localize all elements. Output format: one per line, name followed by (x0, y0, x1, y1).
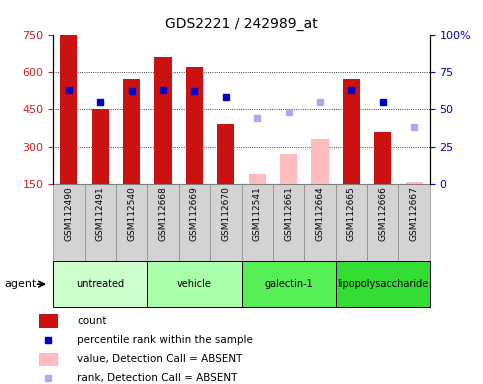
Bar (39, 353, 58, 366)
Text: GSM112664: GSM112664 (315, 187, 325, 242)
Bar (374, 132, 391, 184)
FancyBboxPatch shape (304, 184, 336, 261)
FancyBboxPatch shape (53, 261, 147, 307)
Text: GSM112490: GSM112490 (64, 187, 73, 242)
Text: percentile rank within the sample: percentile rank within the sample (77, 335, 253, 345)
Text: vehicle: vehicle (177, 279, 212, 289)
Text: GSM112666: GSM112666 (378, 187, 387, 242)
Text: GDS2221 / 242989_at: GDS2221 / 242989_at (165, 17, 318, 31)
Bar (249, 174, 266, 184)
Bar (186, 67, 203, 184)
Text: galectin-1: galectin-1 (264, 279, 313, 289)
FancyBboxPatch shape (147, 184, 179, 261)
FancyBboxPatch shape (147, 261, 242, 307)
Text: GSM112541: GSM112541 (253, 187, 262, 242)
FancyBboxPatch shape (336, 184, 367, 261)
Text: agent: agent (5, 279, 37, 289)
Text: GSM112661: GSM112661 (284, 187, 293, 242)
Text: rank, Detection Call = ABSENT: rank, Detection Call = ABSENT (77, 373, 238, 383)
FancyBboxPatch shape (367, 184, 398, 261)
FancyBboxPatch shape (242, 184, 273, 261)
Bar (155, 57, 171, 184)
Text: GSM112491: GSM112491 (96, 187, 105, 242)
Bar (343, 79, 360, 184)
Text: value, Detection Call = ABSENT: value, Detection Call = ABSENT (77, 354, 242, 364)
Bar (280, 154, 297, 184)
Bar (123, 79, 140, 184)
FancyBboxPatch shape (242, 261, 336, 307)
Text: GSM112670: GSM112670 (221, 187, 230, 242)
FancyBboxPatch shape (179, 184, 210, 261)
Text: GSM112669: GSM112669 (190, 187, 199, 242)
Bar (312, 139, 328, 184)
Text: GSM112668: GSM112668 (158, 187, 168, 242)
FancyBboxPatch shape (273, 184, 304, 261)
FancyBboxPatch shape (85, 184, 116, 261)
Bar (92, 109, 109, 184)
FancyBboxPatch shape (53, 184, 85, 261)
Text: GSM112540: GSM112540 (127, 187, 136, 242)
Bar (406, 182, 423, 184)
FancyBboxPatch shape (210, 184, 242, 261)
FancyBboxPatch shape (398, 184, 430, 261)
Bar (39, 314, 58, 328)
Bar (60, 35, 77, 184)
FancyBboxPatch shape (336, 261, 430, 307)
Bar (217, 124, 234, 184)
Text: lipopolysaccharide: lipopolysaccharide (337, 279, 428, 289)
Text: count: count (77, 316, 107, 326)
Text: GSM112665: GSM112665 (347, 187, 356, 242)
Text: untreated: untreated (76, 279, 124, 289)
Text: GSM112667: GSM112667 (410, 187, 419, 242)
FancyBboxPatch shape (116, 184, 147, 261)
